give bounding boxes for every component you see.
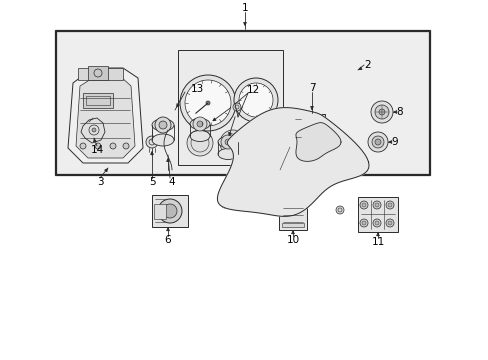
Text: 4: 4: [168, 177, 175, 187]
Text: 12: 12: [246, 85, 259, 95]
Circle shape: [304, 123, 313, 133]
Bar: [357, 197, 397, 232]
Ellipse shape: [218, 136, 238, 148]
Text: 9: 9: [391, 137, 398, 147]
Polygon shape: [295, 123, 340, 161]
Circle shape: [378, 109, 384, 115]
Bar: [56, 31, 428, 174]
Circle shape: [163, 204, 177, 218]
Text: 13: 13: [190, 84, 203, 94]
Circle shape: [205, 101, 209, 105]
Polygon shape: [217, 108, 368, 216]
Bar: [282, 223, 304, 227]
Ellipse shape: [152, 119, 174, 131]
Circle shape: [372, 219, 380, 227]
Circle shape: [387, 203, 391, 207]
Circle shape: [184, 80, 230, 126]
Bar: [178, 50, 283, 165]
Circle shape: [155, 117, 171, 133]
Circle shape: [180, 75, 236, 131]
Bar: [154, 204, 165, 219]
Circle shape: [186, 130, 213, 156]
Circle shape: [374, 105, 388, 119]
Bar: [78, 68, 123, 80]
Circle shape: [335, 206, 343, 214]
Circle shape: [234, 78, 278, 122]
Text: 2: 2: [364, 60, 370, 70]
Polygon shape: [76, 76, 135, 158]
Circle shape: [110, 143, 116, 149]
Text: 3: 3: [97, 177, 103, 187]
Circle shape: [197, 121, 203, 127]
Text: 1: 1: [241, 3, 248, 13]
Ellipse shape: [190, 118, 209, 130]
Bar: [88, 66, 108, 80]
Circle shape: [123, 143, 129, 149]
Circle shape: [359, 219, 367, 227]
Circle shape: [298, 118, 318, 138]
Circle shape: [385, 219, 393, 227]
Polygon shape: [68, 68, 142, 163]
Circle shape: [359, 201, 367, 209]
Bar: [279, 202, 306, 230]
Circle shape: [146, 136, 158, 148]
Circle shape: [361, 203, 365, 207]
Bar: [152, 195, 187, 227]
Circle shape: [374, 221, 378, 225]
Circle shape: [221, 135, 235, 149]
Circle shape: [239, 83, 272, 117]
Ellipse shape: [218, 149, 238, 159]
Bar: [292, 114, 325, 142]
Text: 14: 14: [90, 145, 103, 155]
Ellipse shape: [190, 131, 209, 141]
Text: 10: 10: [286, 235, 299, 245]
Circle shape: [159, 121, 167, 129]
Circle shape: [80, 143, 86, 149]
Circle shape: [374, 203, 378, 207]
Bar: [86, 96, 110, 105]
Circle shape: [374, 139, 380, 145]
Text: 11: 11: [370, 237, 384, 247]
Circle shape: [232, 103, 241, 111]
Circle shape: [193, 117, 206, 131]
Polygon shape: [81, 118, 105, 143]
Text: 6: 6: [164, 235, 171, 245]
Circle shape: [367, 132, 387, 152]
Circle shape: [370, 101, 392, 123]
Circle shape: [220, 130, 245, 156]
Circle shape: [252, 132, 274, 154]
Circle shape: [95, 143, 101, 149]
Circle shape: [92, 128, 96, 132]
Circle shape: [240, 127, 299, 187]
Text: 8: 8: [396, 107, 403, 117]
Bar: [55, 30, 429, 175]
Bar: [83, 93, 113, 108]
Circle shape: [221, 200, 228, 208]
Circle shape: [385, 201, 393, 209]
Circle shape: [372, 201, 380, 209]
Circle shape: [371, 136, 383, 148]
Text: 7: 7: [308, 83, 315, 93]
Circle shape: [158, 199, 182, 223]
Bar: [56, 31, 428, 174]
Ellipse shape: [152, 134, 174, 146]
Circle shape: [387, 221, 391, 225]
Text: 5: 5: [148, 177, 155, 187]
Circle shape: [224, 139, 230, 145]
Circle shape: [361, 221, 365, 225]
